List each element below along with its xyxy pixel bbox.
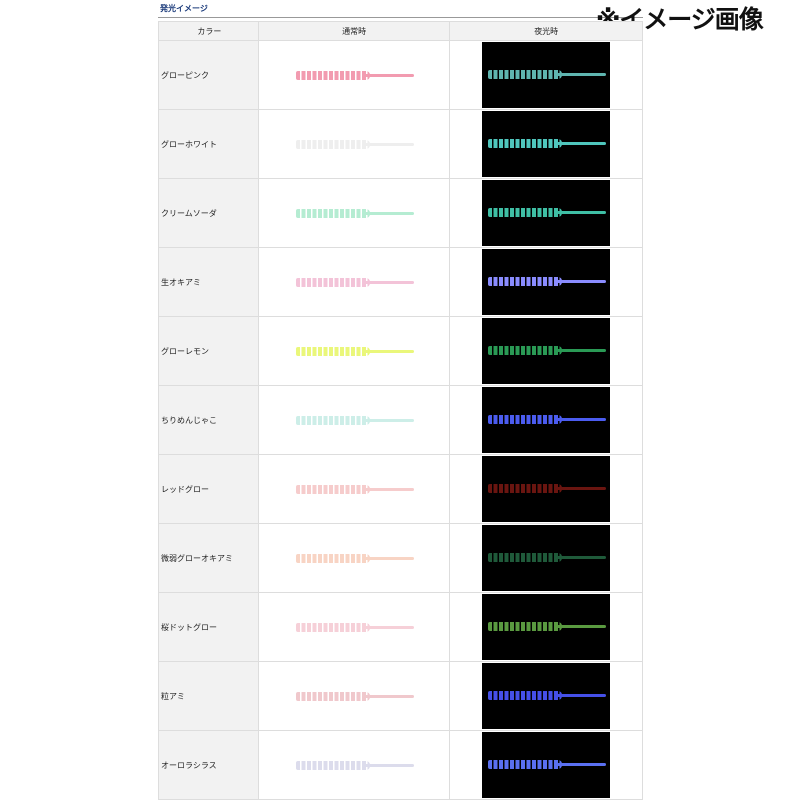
lure-image bbox=[488, 415, 607, 424]
lure-image bbox=[488, 346, 607, 355]
header-normal: 通常時 bbox=[257, 21, 451, 41]
night-cell bbox=[449, 730, 643, 800]
night-image bbox=[482, 663, 611, 729]
lure-image bbox=[488, 70, 607, 79]
header-night: 夜光時 bbox=[449, 21, 643, 41]
table-row: グローピンク bbox=[158, 40, 643, 110]
lure-image bbox=[488, 760, 607, 769]
color-name: 粒アミ bbox=[158, 661, 259, 731]
lure-image bbox=[488, 208, 607, 217]
night-cell bbox=[449, 592, 643, 662]
lure-image bbox=[295, 71, 414, 80]
lure-image bbox=[295, 623, 414, 632]
normal-cell bbox=[257, 40, 451, 110]
normal-cell bbox=[257, 730, 451, 800]
table-row: オーロラシラス bbox=[158, 730, 643, 800]
normal-cell bbox=[257, 109, 451, 179]
lure-image bbox=[295, 209, 414, 218]
lure-image bbox=[295, 554, 414, 563]
normal-cell bbox=[257, 247, 451, 317]
lure-image bbox=[295, 692, 414, 701]
lure-image bbox=[488, 622, 607, 631]
night-cell bbox=[449, 178, 643, 248]
color-name: グローホワイト bbox=[158, 109, 259, 179]
lure-image bbox=[295, 485, 414, 494]
table-row: レッドグロー bbox=[158, 454, 643, 524]
color-name: 微弱グローオキアミ bbox=[158, 523, 259, 593]
night-cell bbox=[449, 661, 643, 731]
table-row: グローホワイト bbox=[158, 109, 643, 179]
night-cell bbox=[449, 454, 643, 524]
header-color: カラー bbox=[158, 21, 259, 41]
title-divider bbox=[158, 17, 643, 18]
lure-image bbox=[488, 277, 607, 286]
table-row: ちりめんじゃこ bbox=[158, 385, 643, 455]
section-title: 発光イメージ bbox=[160, 4, 208, 13]
lure-image bbox=[488, 484, 607, 493]
lure-image bbox=[295, 761, 414, 770]
normal-cell bbox=[257, 178, 451, 248]
night-cell bbox=[449, 316, 643, 386]
night-image bbox=[482, 111, 611, 177]
night-image bbox=[482, 387, 611, 453]
night-image bbox=[482, 180, 611, 246]
color-name: クリームソーダ bbox=[158, 178, 259, 248]
color-name: 桜ドットグロー bbox=[158, 592, 259, 662]
night-image bbox=[482, 249, 611, 315]
night-cell bbox=[449, 247, 643, 317]
night-cell bbox=[449, 385, 643, 455]
lure-image bbox=[488, 139, 607, 148]
color-name: オーロラシラス bbox=[158, 730, 259, 800]
color-name: レッドグロー bbox=[158, 454, 259, 524]
normal-cell bbox=[257, 385, 451, 455]
night-cell bbox=[449, 109, 643, 179]
normal-cell bbox=[257, 523, 451, 593]
table-row: グローレモン bbox=[158, 316, 643, 386]
color-name: 生オキアミ bbox=[158, 247, 259, 317]
night-image bbox=[482, 42, 611, 108]
lure-image bbox=[295, 416, 414, 425]
normal-cell bbox=[257, 454, 451, 524]
table-row: 桜ドットグロー bbox=[158, 592, 643, 662]
lure-image bbox=[295, 140, 414, 149]
table-row: クリームソーダ bbox=[158, 178, 643, 248]
color-name: グローレモン bbox=[158, 316, 259, 386]
night-image bbox=[482, 318, 611, 384]
color-name: ちりめんじゃこ bbox=[158, 385, 259, 455]
lure-image bbox=[488, 691, 607, 700]
normal-cell bbox=[257, 316, 451, 386]
table-row: 微弱グローオキアミ bbox=[158, 523, 643, 593]
lure-image bbox=[295, 278, 414, 287]
color-table: カラー 通常時 夜光時 グローピンク グローホワイト クリームソーダ 生オキアミ… bbox=[158, 21, 643, 800]
table-row: 粒アミ bbox=[158, 661, 643, 731]
table-row: 生オキアミ bbox=[158, 247, 643, 317]
night-image bbox=[482, 732, 611, 798]
normal-cell bbox=[257, 592, 451, 662]
night-image bbox=[482, 594, 611, 660]
night-image bbox=[482, 525, 611, 591]
lure-image bbox=[295, 347, 414, 356]
normal-cell bbox=[257, 661, 451, 731]
night-image bbox=[482, 456, 611, 522]
night-cell bbox=[449, 523, 643, 593]
lure-image bbox=[488, 553, 607, 562]
night-cell bbox=[449, 40, 643, 110]
color-name: グローピンク bbox=[158, 40, 259, 110]
